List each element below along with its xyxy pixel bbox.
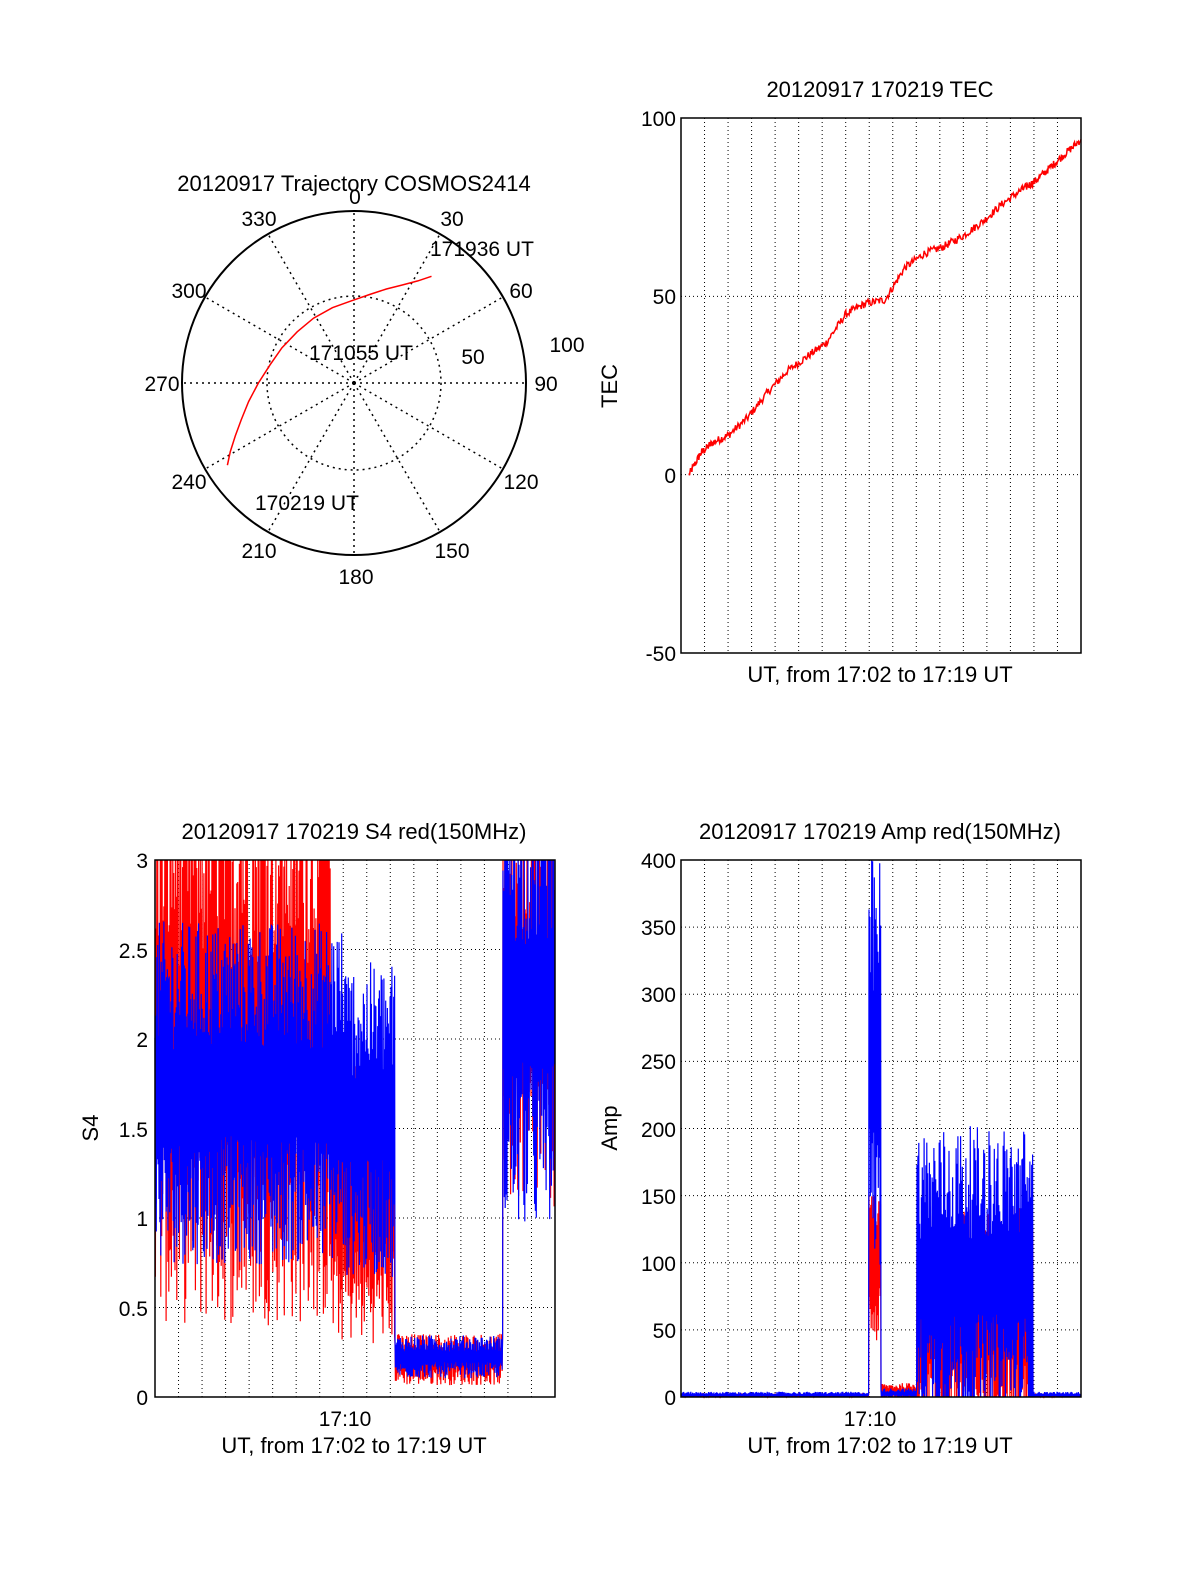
amp-xtick-1710: 17:10 [844, 1408, 897, 1431]
s4-ytick-0-5: 0.5 [119, 1298, 148, 1321]
amp-blue-series-line [680, 859, 1082, 1398]
polar-spoke-240 [204, 382, 355, 470]
polar-trajectory [226, 275, 432, 466]
amp-title: 20120917 170219 Amp red(150MHz) [699, 819, 1061, 844]
azimuth-label-330: 330 [241, 208, 276, 231]
polar-spoke-210 [267, 382, 355, 533]
amp-ytick-200: 200 [641, 1119, 676, 1142]
azimuth-label-150: 150 [434, 540, 469, 563]
polar-spokes [182, 211, 526, 555]
s4-chart: 20120917 170219 S4 red(150MHz) 3 2.5 2 1… [78, 819, 556, 1458]
s4-title: 20120917 170219 S4 red(150MHz) [182, 819, 527, 844]
s4-ytick-1: 1 [136, 1208, 148, 1231]
amp-ytick-100: 100 [641, 1253, 676, 1276]
tec-series-line [688, 139, 1082, 476]
amp-ytick-350: 350 [641, 917, 676, 940]
polar-chart: 20120917 Trajectory COSMOS2414 0 30 60 9… [144, 171, 584, 589]
azimuth-label-240: 240 [171, 471, 206, 494]
azimuth-label-270: 270 [144, 373, 179, 396]
s4-ylabel: S4 [78, 1115, 103, 1142]
polar-spoke-60 [353, 296, 504, 384]
s4-ytick-0: 0 [136, 1387, 148, 1410]
s4-ytick-3: 3 [136, 850, 148, 873]
amp-ytick-400: 400 [641, 850, 676, 873]
s4-ytick-2-5: 2.5 [119, 940, 148, 963]
amp-ytick-250: 250 [641, 1051, 676, 1074]
polar-spoke-330 [267, 233, 355, 384]
polar-spoke-300 [204, 296, 355, 384]
azimuth-label-120: 120 [503, 471, 538, 494]
radial-label-50: 50 [461, 346, 484, 369]
tec-ylabel: TEC [597, 364, 622, 408]
polar-title: 20120917 Trajectory COSMOS2414 [177, 171, 530, 196]
trajectory-end-label: 171936 UT [430, 238, 534, 261]
polar-spoke-150 [353, 382, 441, 533]
s4-xlabel: UT, from 17:02 to 17:19 UT [221, 1433, 486, 1458]
amp-ylabel: Amp [597, 1105, 622, 1150]
azimuth-label-90: 90 [534, 373, 557, 396]
s4-blue-series-line [154, 859, 556, 1379]
azimuth-label-60: 60 [509, 280, 532, 303]
tec-grid [681, 118, 1081, 653]
s4-plot-frame [154, 859, 556, 1398]
amp-xlabel: UT, from 17:02 to 17:19 UT [747, 1433, 1012, 1458]
s4-ytick-1-5: 1.5 [119, 1119, 148, 1142]
polar-inner-ring [266, 295, 442, 471]
polar-outer-ring [181, 210, 527, 556]
amp-chart: 20120917 170219 Amp red(150MHz) 400 350 … [597, 819, 1082, 1458]
tec-title: 20120917 170219 TEC [766, 77, 993, 102]
amp-ytick-150: 150 [641, 1186, 676, 1209]
tec-ytick-neg50: -50 [646, 643, 676, 666]
tec-plot-frame [680, 117, 1082, 654]
amp-ytick-0: 0 [664, 1387, 676, 1410]
amp-plot-frame [680, 859, 1082, 1398]
radial-label-100: 100 [549, 334, 584, 357]
trajectory-mid-label: 171055 UT [309, 342, 413, 365]
azimuth-label-180: 180 [338, 566, 373, 589]
tec-ytick-50: 50 [653, 286, 676, 309]
amp-ytick-50: 50 [653, 1320, 676, 1343]
azimuth-label-0: 0 [349, 186, 361, 209]
s4-xtick-1710: 17:10 [319, 1408, 372, 1431]
tec-ytick-100: 100 [641, 108, 676, 131]
tec-xlabel: UT, from 17:02 to 17:19 UT [747, 662, 1012, 687]
tec-ytick-0: 0 [664, 465, 676, 488]
azimuth-label-300: 300 [171, 280, 206, 303]
polar-spoke-30 [353, 233, 441, 384]
trajectory-start-label: 170219 UT [255, 492, 359, 515]
azimuth-label-210: 210 [241, 540, 276, 563]
amp-ytick-300: 300 [641, 984, 676, 1007]
polar-spoke-120 [353, 382, 504, 470]
s4-ytick-2: 2 [136, 1029, 148, 1052]
azimuth-label-30: 30 [440, 208, 463, 231]
tec-chart: 20120917 170219 TEC 100 50 0 -50 TEC UT,… [597, 77, 1082, 687]
